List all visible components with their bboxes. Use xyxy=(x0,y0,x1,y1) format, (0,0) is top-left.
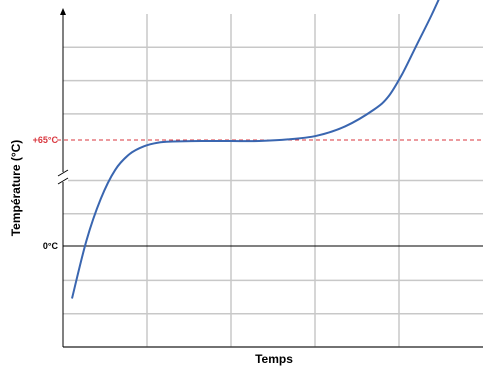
grid xyxy=(63,14,483,348)
reference-label: +65°C xyxy=(33,135,59,145)
reference-lines: +65°C 0°C xyxy=(33,135,483,251)
series-group xyxy=(71,0,440,299)
axis-break-mark xyxy=(57,169,69,177)
x-axis-label: Temps xyxy=(255,352,293,366)
y-axis-label: Température (°C) xyxy=(9,140,23,237)
series-line xyxy=(71,0,440,299)
axes xyxy=(57,8,483,348)
reference-label: 0°C xyxy=(43,241,59,251)
axis-break-gap xyxy=(58,172,68,182)
labels: Temps Température (°C) xyxy=(9,140,293,366)
axis-break-mark xyxy=(57,177,69,185)
y-axis-arrow xyxy=(60,8,66,15)
